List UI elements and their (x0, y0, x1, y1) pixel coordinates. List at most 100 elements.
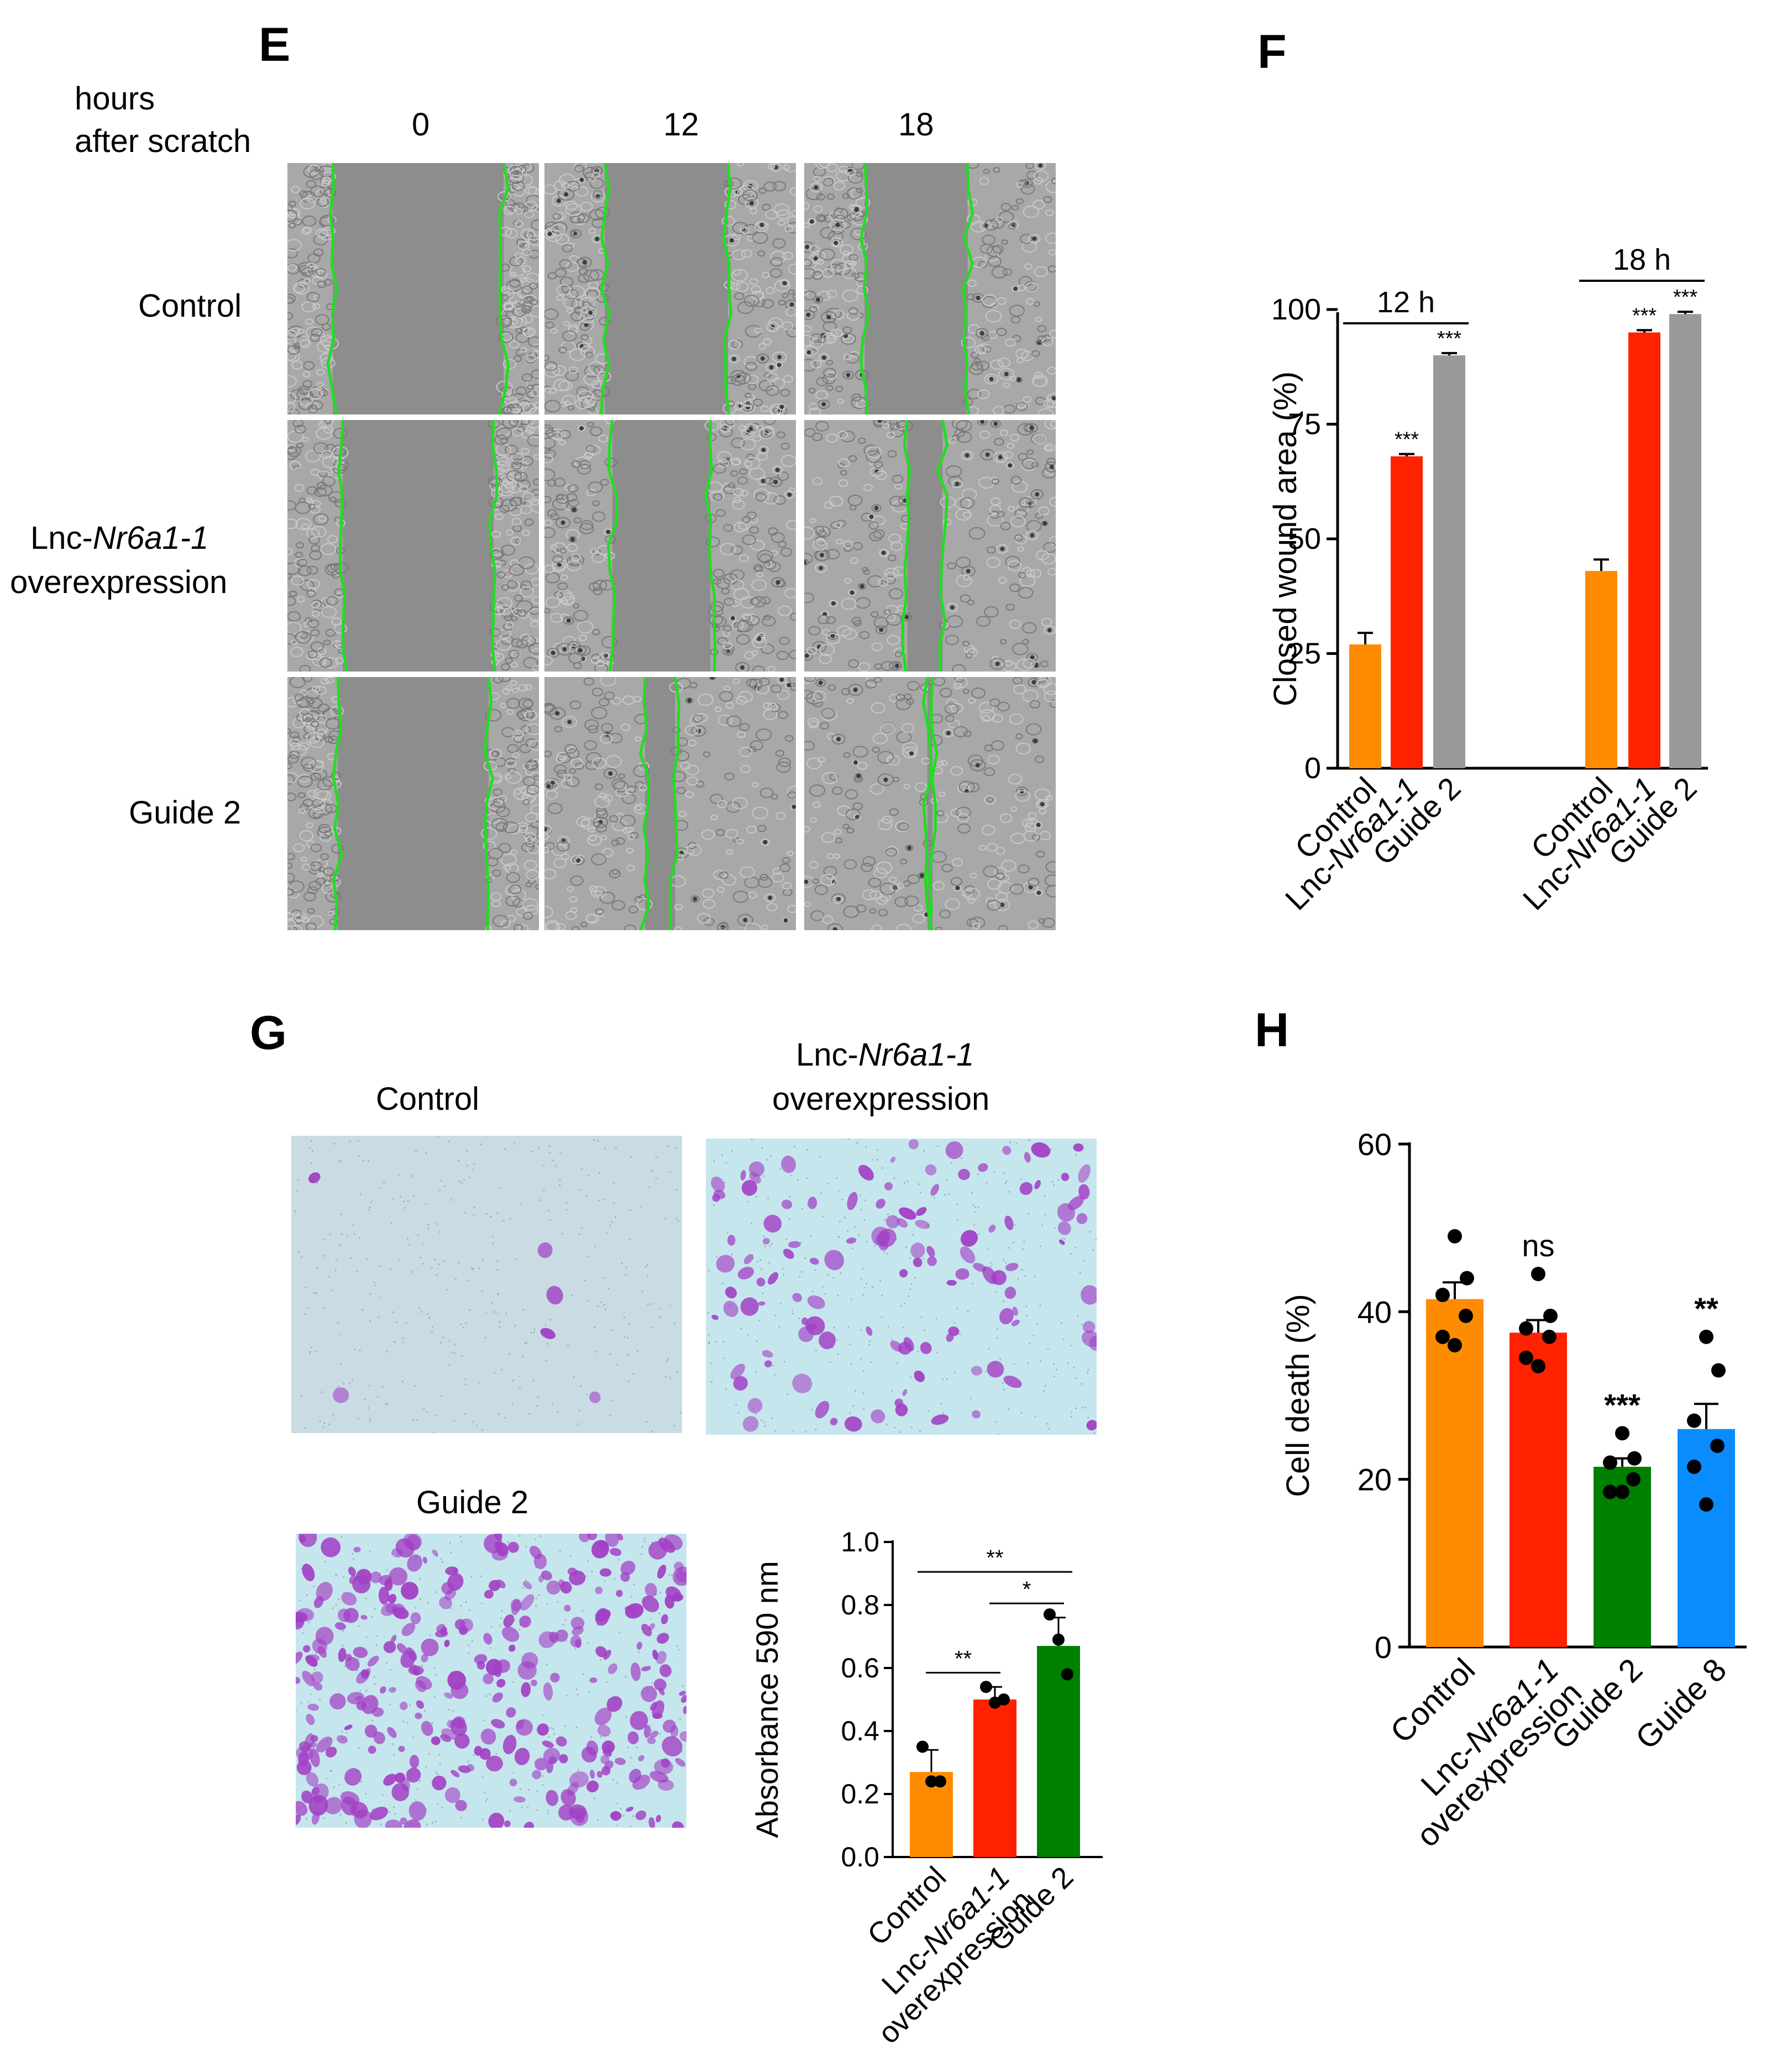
stained-cell (1073, 1143, 1084, 1152)
membrane-pore (499, 1321, 501, 1324)
cell-outline (1033, 301, 1040, 307)
membrane-pore (780, 1303, 782, 1305)
cell-outline (741, 249, 752, 258)
data-point (1543, 1308, 1558, 1323)
cell-outline (804, 677, 815, 684)
cell-outline (840, 221, 851, 229)
cell-outline (1021, 241, 1037, 253)
cell-outline (852, 542, 863, 550)
cell-outline (989, 505, 1002, 515)
stained-cell (370, 1571, 382, 1583)
cell-outline (1029, 700, 1041, 709)
membrane-pore (619, 1632, 621, 1634)
stained-cell (596, 1771, 603, 1778)
membrane-pore (312, 1585, 315, 1587)
cell-outline (995, 217, 1003, 223)
cell-outline (550, 328, 558, 334)
membrane-pore (564, 1619, 567, 1621)
cell-outline (829, 495, 843, 507)
cell-outline (761, 643, 774, 654)
cell-outline (751, 596, 766, 608)
membrane-pore (1008, 1408, 1010, 1410)
cell-outline (580, 306, 597, 319)
cell-outline (817, 399, 830, 410)
cell-outline (495, 822, 509, 832)
membrane-pore (883, 1251, 885, 1253)
stained-cell (955, 1268, 969, 1280)
cell-outline (1025, 423, 1038, 433)
membrane-pore (500, 1617, 502, 1620)
cell-outline (784, 588, 796, 599)
cell-outline (287, 263, 300, 275)
cell-outline (981, 825, 995, 836)
cell-outline (587, 444, 601, 455)
stained-cell (1019, 1182, 1033, 1195)
membrane-pore (552, 1160, 554, 1162)
cell-outline (335, 657, 344, 664)
cell-outline (809, 861, 819, 869)
cell-outline (555, 494, 564, 500)
membrane-pore (490, 1302, 493, 1304)
membrane-pore (923, 1257, 925, 1260)
cell-outline (730, 370, 746, 382)
cell-outline (303, 278, 311, 284)
membrane-pore (850, 1298, 853, 1300)
cell-outline (1037, 506, 1050, 516)
cell-outline (558, 753, 571, 764)
cell-outline (544, 468, 555, 481)
cell-outline (804, 901, 811, 907)
membrane-pore (1008, 1247, 1010, 1249)
stained-cell (1004, 1287, 1016, 1299)
cell-outline (952, 420, 968, 430)
membrane-pore (453, 1419, 455, 1422)
cell-outline (769, 406, 782, 415)
membrane-pore (633, 1583, 635, 1586)
cell-outline (555, 923, 566, 930)
cell-outline (790, 804, 796, 810)
cell-outline (784, 735, 794, 742)
cell-outline (558, 439, 566, 445)
cell-outline (1044, 443, 1055, 452)
membrane-pore (359, 1349, 361, 1351)
cell-outline (531, 596, 539, 604)
cell-outline (547, 509, 557, 517)
dark-cell (730, 616, 735, 621)
cell-outline (856, 285, 868, 295)
scratch-image-r3-c1 (287, 677, 539, 930)
cell-outline (703, 917, 715, 926)
membrane-pore (451, 1351, 453, 1354)
cell-outline (951, 479, 963, 489)
stained-cell (567, 1567, 578, 1576)
cell-outline (1026, 170, 1038, 180)
cell-outline (1043, 542, 1056, 553)
cell-outline (738, 425, 747, 432)
membrane-pore (973, 1210, 976, 1213)
stained-cell (354, 1809, 372, 1828)
stained-cell (679, 1691, 686, 1696)
cell-outline (288, 223, 296, 229)
cell-outline (516, 822, 528, 831)
membrane-pore (588, 1174, 590, 1177)
membrane-pore (1056, 1368, 1058, 1371)
cell-outline (1035, 317, 1042, 322)
membrane-pore (458, 1160, 460, 1162)
stained-cell (643, 1725, 651, 1738)
cell-outline (804, 677, 816, 683)
membrane-pore (906, 1180, 909, 1182)
cell-outline (315, 686, 327, 695)
cell-outline (525, 812, 538, 822)
cell-outline (986, 546, 997, 554)
dark-cell (1038, 163, 1043, 168)
stained-cell (1089, 1335, 1097, 1351)
cell-outline (520, 347, 527, 353)
membrane-pore (360, 1781, 363, 1783)
cell-outline (289, 738, 300, 747)
stained-cell (914, 1370, 925, 1382)
cell-outline (1031, 350, 1040, 357)
cell-outline (1015, 198, 1024, 204)
cell-outline (323, 420, 332, 424)
membrane-pore (630, 1825, 632, 1828)
stained-cell (333, 1387, 349, 1403)
cell-outline (986, 557, 1001, 568)
cell-outline (594, 783, 604, 790)
